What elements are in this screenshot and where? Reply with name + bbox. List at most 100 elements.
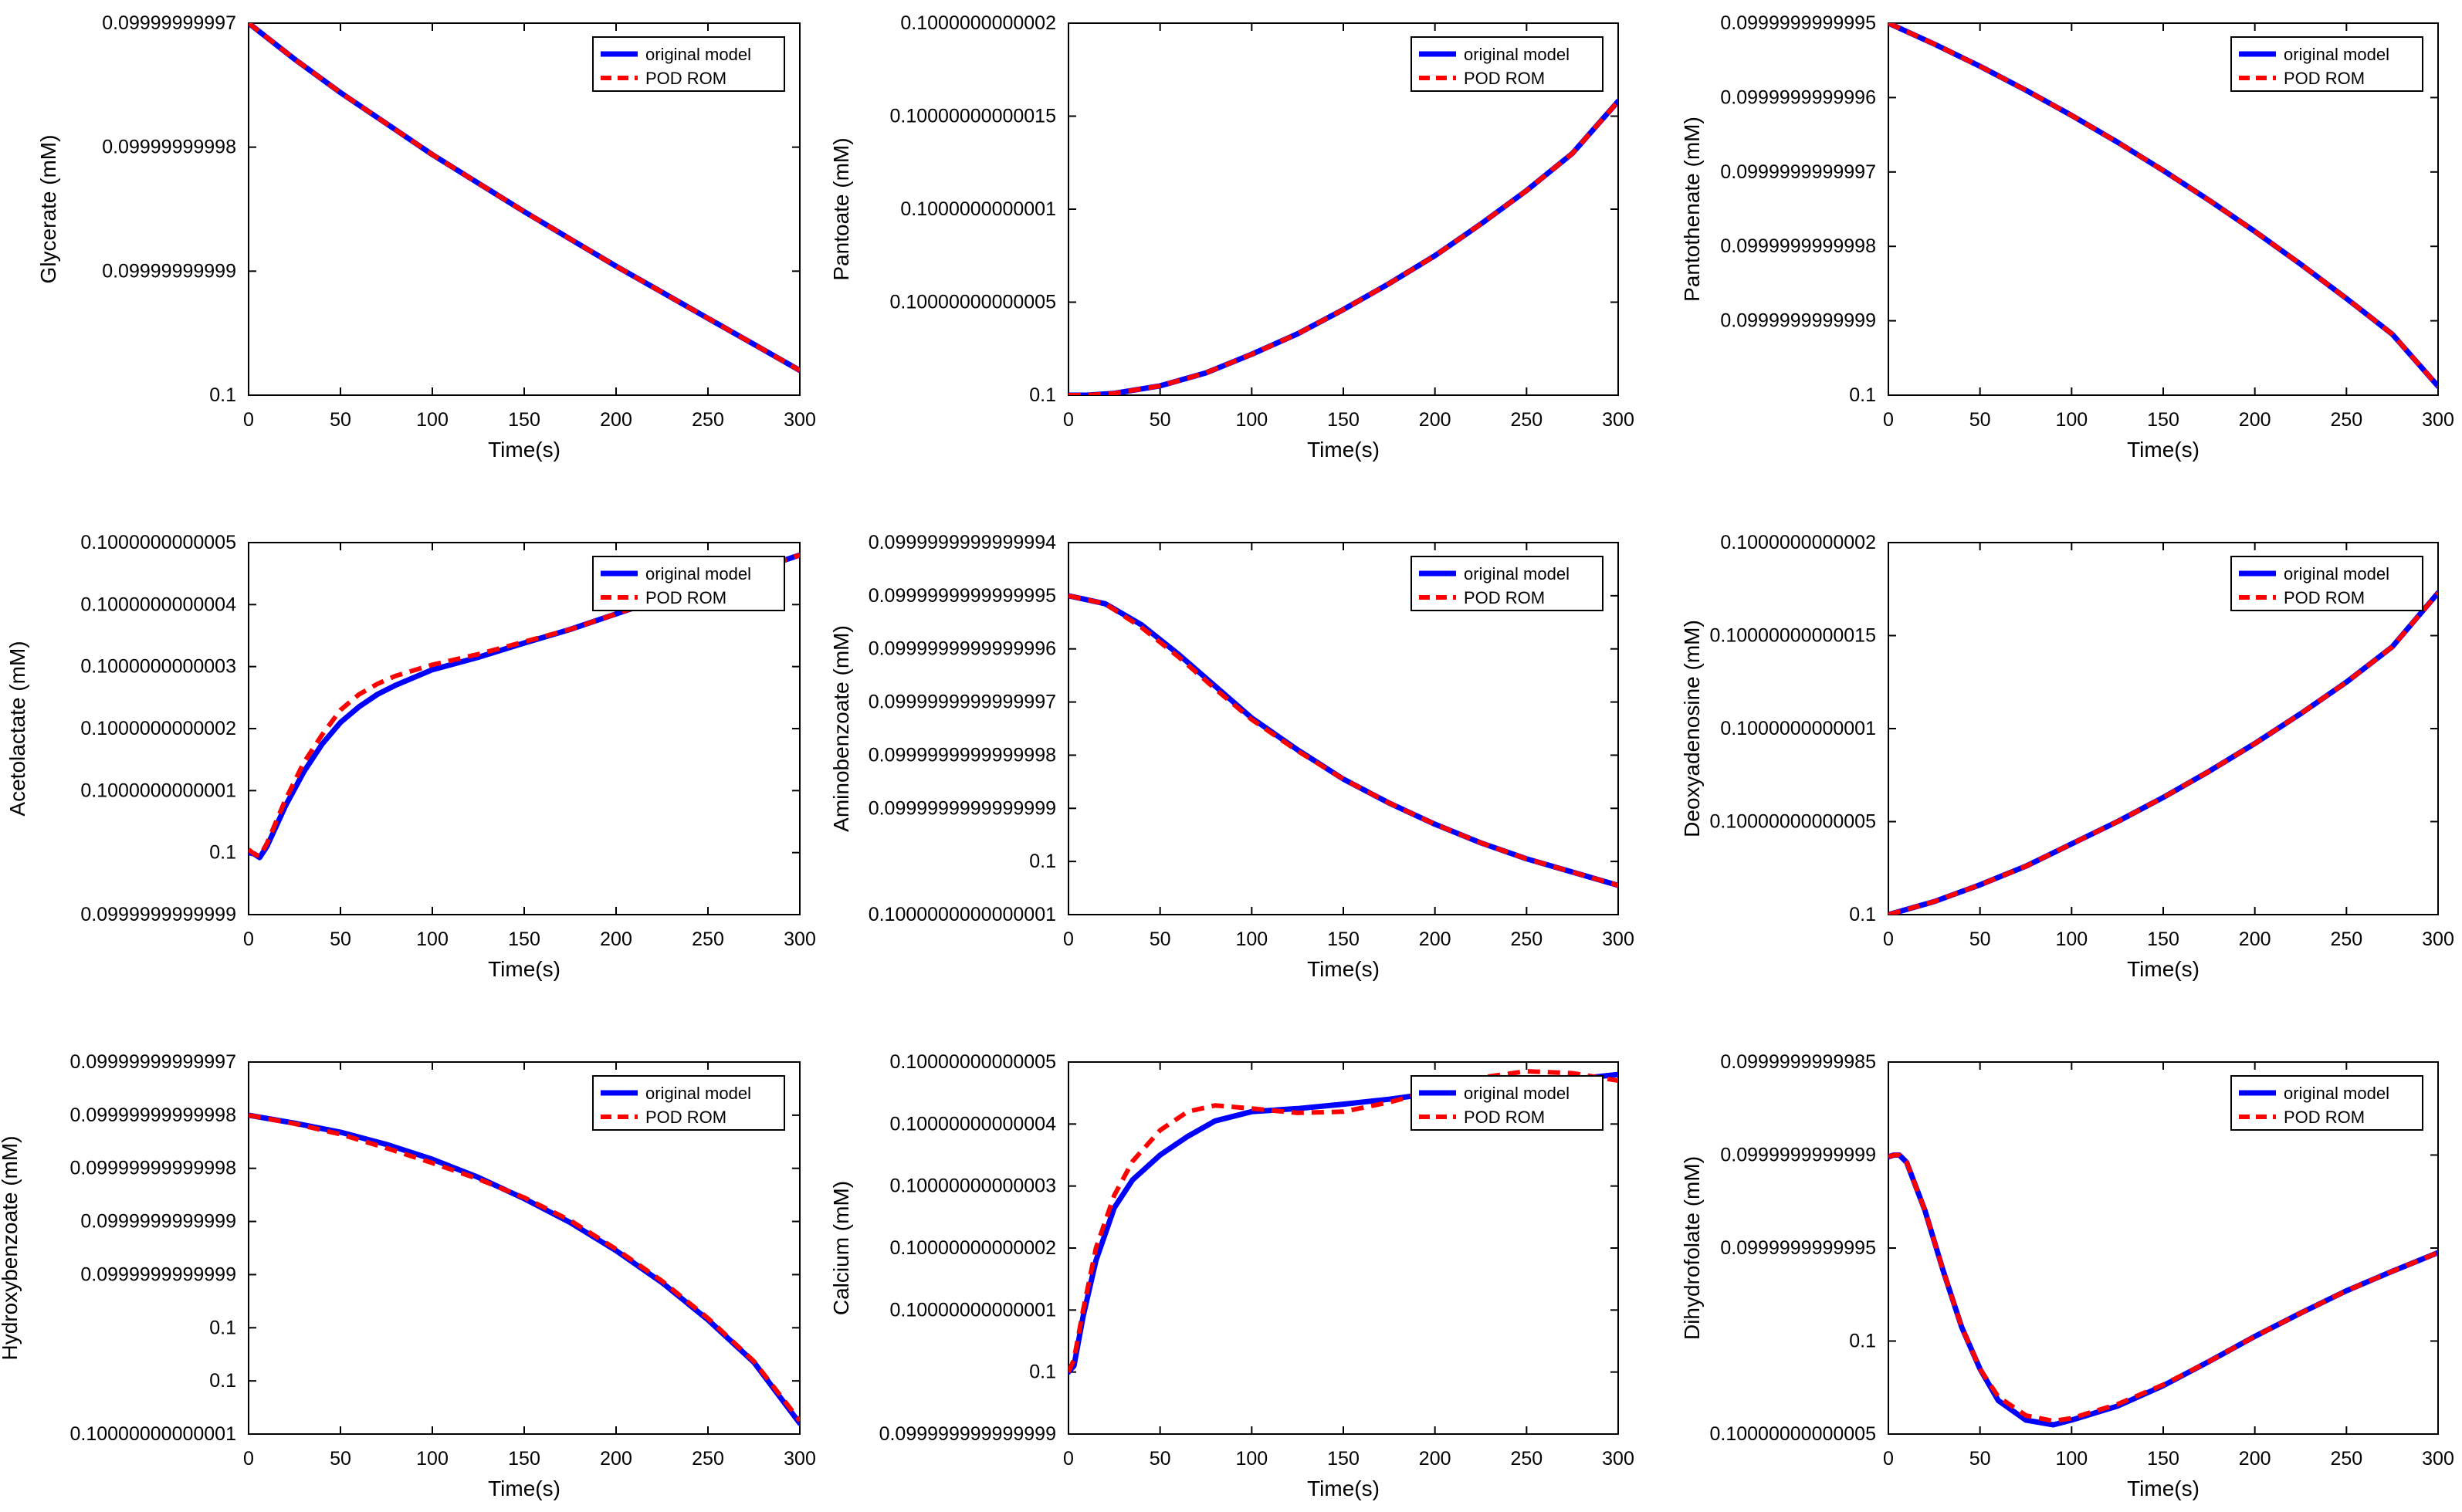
chart-9-legend-label-original: original model <box>2284 1084 2389 1103</box>
chart-5-ytick-label: 0.0999999999999996 <box>869 638 1056 660</box>
chart-5-ytick-label: 0.0999999999999995 <box>869 585 1056 607</box>
chart-7-legend-box <box>592 1075 785 1131</box>
chart-7-xtick-label: 0 <box>243 1448 254 1470</box>
chart-1-ytick-label: 0.09999999998 <box>102 137 236 158</box>
chart-4-ytick-label: 0.1 <box>209 842 236 864</box>
chart-5-ytick-label: 0.1000000000000001 <box>869 904 1056 925</box>
chart-6-xtick-label: 100 <box>2055 929 2088 950</box>
chart-2-xtick-label: 150 <box>1327 409 1360 431</box>
chart-7-series-pod-rom <box>249 1112 800 1422</box>
chart-1-xtick-label: 200 <box>600 409 632 431</box>
chart-1-legend: original model POD ROM <box>592 36 785 92</box>
chart-3-legend: original model POD ROM <box>2230 36 2423 92</box>
chart-5-xtick-label: 0 <box>1063 929 1074 950</box>
chart-8-xtick-label: 200 <box>1419 1448 1451 1470</box>
chart-6-series-original-model <box>1888 590 2438 915</box>
chart-8-xtick-label: 50 <box>1150 1448 1171 1470</box>
chart-4-legend-box <box>592 556 785 611</box>
chart-4-xtick-label: 200 <box>600 929 632 950</box>
chart-8-ytick-label: 0.10000000000004 <box>889 1113 1056 1135</box>
chart-9-legend-label-rom: POD ROM <box>2284 1108 2365 1127</box>
chart-8-legend-box <box>1410 1075 1604 1131</box>
chart-5-legend: original model POD ROM <box>1410 556 1604 611</box>
chart-3-ytick-label: 0.0999999999998 <box>1720 235 1876 257</box>
chart-4-legend: original model POD ROM <box>592 556 785 611</box>
chart-6-xtick-label: 250 <box>2330 929 2362 950</box>
chart-5-xtick-label: 300 <box>1602 929 1634 950</box>
chart-8-ytick-label: 0.10000000000001 <box>889 1299 1056 1321</box>
chart-3-legend-label-original: original model <box>2284 45 2389 64</box>
chart-5-xtick-label: 200 <box>1419 929 1451 950</box>
chart-6-xtick-label: 200 <box>2239 929 2271 950</box>
chart-1-panel: 0 50 100 150 200 250 300 0.1 0.09999999999 0.0999… <box>36 12 816 462</box>
chart-4-panel: 0 50 100 150 200 250 300 0.0999999999999 0.1 0.10… <box>5 532 816 981</box>
chart-5-ytick-label: 0.0999999999999998 <box>869 744 1056 766</box>
chart-6-legend: original model POD ROM <box>2230 556 2423 611</box>
chart-5-xtick-label: 150 <box>1327 929 1360 950</box>
chart-8-legend-label-original: original model <box>1464 1084 1570 1103</box>
chart-6-ylabel: Deoxyadenosine (mM) <box>1680 620 1704 837</box>
chart-7-xlabel: Time(s) <box>488 1476 560 1500</box>
chart-4-ytick-label: 0.1000000000004 <box>80 594 236 615</box>
chart-3-ytick-label: 0.0999999999997 <box>1720 161 1876 183</box>
chart-3-xtick-label: 100 <box>2055 409 2088 431</box>
chart-7-xtick-label: 50 <box>330 1448 351 1470</box>
chart-7-xtick-label: 150 <box>508 1448 540 1470</box>
chart-2-xtick-label: 100 <box>1235 409 1268 431</box>
chart-9-xlabel: Time(s) <box>2127 1476 2200 1500</box>
chart-7-xtick-label: 250 <box>692 1448 724 1470</box>
chart-7-ylabel: Hydroxybenzoate (mM) <box>0 1136 22 1361</box>
chart-1-xtick-label: 300 <box>784 409 816 431</box>
chart-3-ytick-label: 0.1 <box>1849 384 1876 406</box>
chart-9-ytick-label: 0.1 <box>1849 1331 1876 1352</box>
chart-6-xtick-label: 150 <box>2147 929 2179 950</box>
chart-5-ytick-label: 0.0999999999999999 <box>869 797 1056 819</box>
chart-2-xtick-label: 50 <box>1150 409 1171 431</box>
chart-3-panel: 0 50 100 150 200 250 300 0.1 0.0999999999999 0.09… <box>1680 12 2454 462</box>
chart-7-legend-label-original: original model <box>645 1084 751 1103</box>
chart-1-ytick-label: 0.1 <box>209 384 236 406</box>
chart-8-ylabel: Calcium (mM) <box>829 1181 853 1315</box>
chart-6-panel: 0 50 100 150 200 250 300 0.1 0.10000000000005 0.1… <box>1680 532 2454 981</box>
chart-2-legend-label-original: original model <box>1464 45 1570 64</box>
chart-2-legend-label-rom: POD ROM <box>1464 69 1545 88</box>
chart-7-xtick-label: 200 <box>600 1448 632 1470</box>
chart-7-ytick-label: 0.1 <box>209 1317 236 1338</box>
chart-7-xtick-label: 100 <box>416 1448 449 1470</box>
chart-7-ytick-label: 0.09999999999997 <box>69 1051 236 1073</box>
chart-5-ylabel: Aminobenzoate (mM) <box>829 625 853 832</box>
chart-5-ytick-label: 0.0999999999999997 <box>869 692 1056 713</box>
chart-5-legend-label-rom: POD ROM <box>1464 588 1545 607</box>
chart-5-xtick-label: 100 <box>1235 929 1268 950</box>
chart-6-ytick-label: 0.10000000000005 <box>1709 811 1876 833</box>
chart-8-legend: original model POD ROM <box>1410 1075 1604 1131</box>
chart-9-xtick-label: 0 <box>1883 1448 1894 1470</box>
chart-9-xtick-label: 200 <box>2239 1448 2271 1470</box>
chart-4-xtick-label: 250 <box>692 929 724 950</box>
chart-3-legend-box <box>2230 36 2423 92</box>
chart-3-xtick-label: 0 <box>1883 409 1894 431</box>
chart-5-ytick-label: 0.1 <box>1029 851 1056 872</box>
chart-2-panel: 0 50 100 150 200 250 300 0.1 0.10000000000005 0.1… <box>829 12 1634 462</box>
chart-9-legend-box <box>2230 1075 2423 1131</box>
chart-4-xtick-label: 50 <box>330 929 351 950</box>
chart-2-ytick-label: 0.1 <box>1029 384 1056 406</box>
chart-1-ytick-label: 0.09999999997 <box>102 12 236 34</box>
chart-8-ytick-label: 0.10000000000003 <box>889 1175 1056 1197</box>
chart-8-ytick-label: 0.10000000000002 <box>889 1237 1056 1259</box>
chart-4-xtick-label: 100 <box>416 929 449 950</box>
chart-6-xtick-label: 0 <box>1883 929 1894 950</box>
chart-3-xtick-label: 300 <box>2422 409 2454 431</box>
chart-8-xtick-label: 150 <box>1327 1448 1360 1470</box>
chart-9-xtick-label: 300 <box>2422 1448 2454 1470</box>
chart-6-legend-label-rom: POD ROM <box>2284 588 2365 607</box>
chart-1-series-pod-rom <box>249 23 800 373</box>
chart-8-xtick-label: 250 <box>1510 1448 1543 1470</box>
chart-1-legend-box <box>592 36 785 92</box>
chart-2-ytick-label: 0.1000000000001 <box>900 198 1056 220</box>
chart-7-ytick-label: 0.09999999999998 <box>69 1104 236 1126</box>
chart-4-ytick-label: 0.1000000000001 <box>80 780 236 801</box>
chart-8-panel: 0 50 100 150 200 250 300 0.099999999999999 0.1 0.… <box>829 1051 1634 1500</box>
chart-9-ylabel: Dihydrofolate (mM) <box>1680 1156 1704 1340</box>
